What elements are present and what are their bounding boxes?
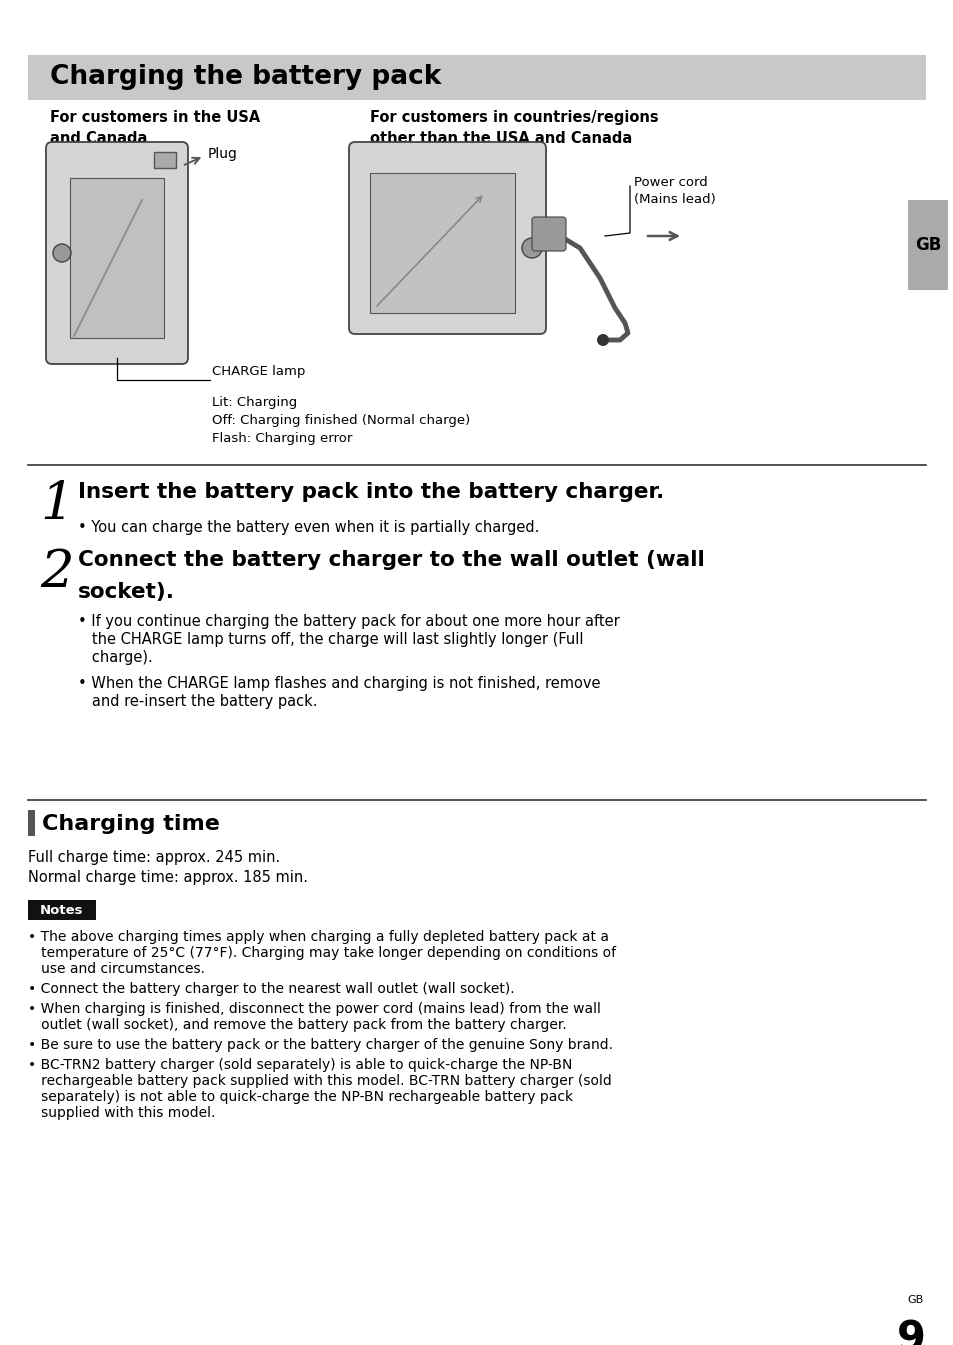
FancyBboxPatch shape	[532, 217, 565, 252]
Text: • The above charging times apply when charging a fully depleted battery pack at : • The above charging times apply when ch…	[28, 929, 608, 944]
Circle shape	[53, 243, 71, 262]
Text: Insert the battery pack into the battery charger.: Insert the battery pack into the battery…	[78, 482, 663, 502]
Text: separately) is not able to quick-charge the NP-BN rechargeable battery pack: separately) is not able to quick-charge …	[28, 1089, 573, 1104]
Text: CHARGE lamp: CHARGE lamp	[212, 364, 305, 378]
Text: use and circumstances.: use and circumstances.	[28, 962, 205, 976]
Text: 2: 2	[40, 547, 73, 599]
Text: Plug: Plug	[208, 147, 237, 161]
Circle shape	[521, 238, 541, 258]
Circle shape	[597, 334, 608, 346]
Bar	[70, 178, 164, 338]
Text: • When charging is finished, disconnect the power cord (mains lead) from the wal: • When charging is finished, disconnect …	[28, 1002, 600, 1015]
Text: charge).: charge).	[78, 650, 152, 664]
Text: 1: 1	[40, 479, 73, 530]
Bar	[28, 900, 96, 920]
Text: For customers in countries/regions
other than the USA and Canada: For customers in countries/regions other…	[370, 110, 658, 147]
Bar	[907, 200, 947, 291]
Text: For customers in the USA
and Canada: For customers in the USA and Canada	[50, 110, 260, 147]
Text: Charging time: Charging time	[42, 814, 219, 834]
Text: • Connect the battery charger to the nearest wall outlet (wall socket).: • Connect the battery charger to the nea…	[28, 982, 514, 997]
Text: Notes: Notes	[40, 904, 84, 916]
Text: 9: 9	[896, 1318, 925, 1345]
Text: Normal charge time: approx. 185 min.: Normal charge time: approx. 185 min.	[28, 870, 308, 885]
Bar	[370, 174, 515, 313]
FancyBboxPatch shape	[349, 143, 545, 334]
Text: Charging the battery pack: Charging the battery pack	[50, 65, 441, 90]
Text: Lit: Charging: Lit: Charging	[212, 395, 297, 409]
Text: • If you continue charging the battery pack for about one more hour after: • If you continue charging the battery p…	[78, 615, 619, 629]
Text: and re-insert the battery pack.: and re-insert the battery pack.	[78, 694, 317, 709]
Text: GB: GB	[914, 235, 941, 254]
Bar	[28, 55, 925, 100]
Text: Full charge time: approx. 245 min.: Full charge time: approx. 245 min.	[28, 850, 280, 865]
Text: GB: GB	[907, 1295, 923, 1305]
Text: Flash: Charging error: Flash: Charging error	[212, 432, 352, 445]
Bar	[153, 152, 175, 168]
Text: • Be sure to use the battery pack or the battery charger of the genuine Sony bra: • Be sure to use the battery pack or the…	[28, 1038, 613, 1052]
Text: Power cord
(Mains lead): Power cord (Mains lead)	[634, 176, 715, 206]
Text: the CHARGE lamp turns off, the charge will last slightly longer (Full: the CHARGE lamp turns off, the charge wi…	[78, 632, 583, 647]
Text: rechargeable battery pack supplied with this model. BC-TRN battery charger (sold: rechargeable battery pack supplied with …	[28, 1075, 611, 1088]
Text: • BC-TRN2 battery charger (sold separately) is able to quick-charge the NP-BN: • BC-TRN2 battery charger (sold separate…	[28, 1059, 572, 1072]
Text: supplied with this model.: supplied with this model.	[28, 1106, 215, 1120]
Text: socket).: socket).	[78, 582, 174, 603]
Text: Off: Charging finished (Normal charge): Off: Charging finished (Normal charge)	[212, 414, 470, 426]
FancyBboxPatch shape	[46, 143, 188, 364]
Text: Connect the battery charger to the wall outlet (wall: Connect the battery charger to the wall …	[78, 550, 704, 570]
Bar	[28, 810, 35, 837]
Text: temperature of 25°C (77°F). Charging may take longer depending on conditions of: temperature of 25°C (77°F). Charging may…	[28, 946, 616, 960]
Text: outlet (wall socket), and remove the battery pack from the battery charger.: outlet (wall socket), and remove the bat…	[28, 1018, 566, 1032]
Text: • When the CHARGE lamp flashes and charging is not finished, remove: • When the CHARGE lamp flashes and charg…	[78, 677, 599, 691]
Text: • You can charge the battery even when it is partially charged.: • You can charge the battery even when i…	[78, 521, 538, 535]
